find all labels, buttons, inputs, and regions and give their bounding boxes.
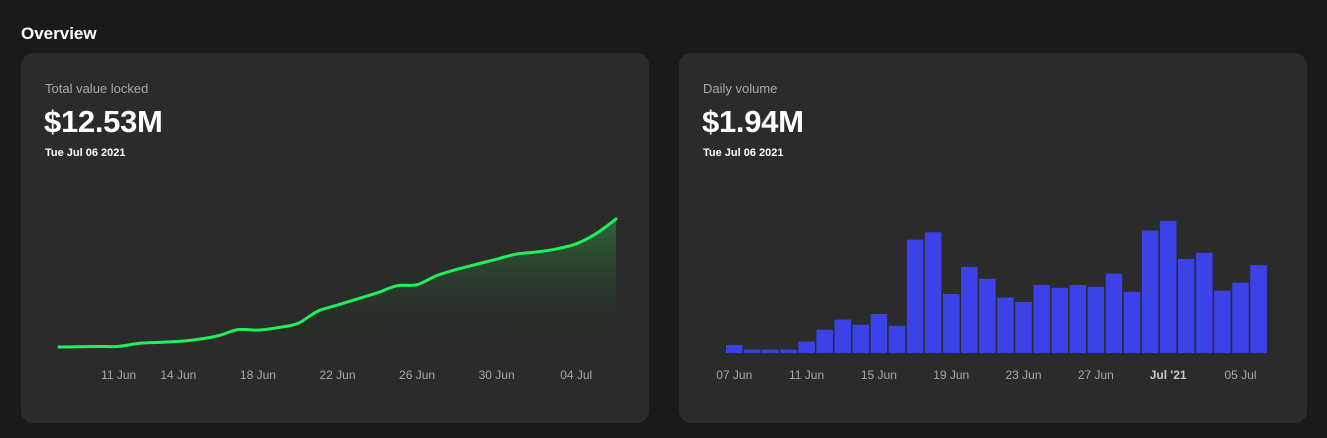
volume-bar-19-jun[interactable]: [942, 294, 960, 353]
volume-label: Daily volume: [703, 81, 778, 96]
volume-bar-jul-21[interactable]: [1159, 220, 1177, 353]
tvl-chart[interactable]: 11 Jun 14 Jun 18 Jun 22 Jun 26 Jun 30 Jun 04 J…: [21, 53, 649, 423]
volume-bar-14-jun[interactable]: [852, 324, 870, 353]
volume-value: $1.94M: [702, 104, 804, 139]
tvl-xtick-11-jun: 11 Jun: [101, 368, 136, 382]
volume-bar-24-jun[interactable]: [1033, 285, 1050, 353]
volume-bar-09-jun[interactable]: [762, 349, 779, 353]
tvl-value: $12.53M: [44, 104, 163, 139]
tvl-line: [57, 217, 618, 349]
volume-bar-08-jun[interactable]: [744, 349, 761, 353]
tvl-date: Tue Jul 06 2021: [45, 147, 126, 159]
volume-bar-16-jun[interactable]: [888, 325, 906, 353]
tvl-xtick-26-jun: 26 Jun: [399, 368, 435, 382]
tvl-xtick-18-jun: 18 Jun: [240, 368, 276, 382]
volume-bar-11-jun[interactable]: [798, 341, 815, 353]
volume-bar-18-jun[interactable]: [924, 232, 942, 353]
volume-card: Daily volume $1.94M Tue Jul 06 2021 07 J…: [679, 53, 1307, 423]
volume-bar-22-jun[interactable]: [997, 297, 1014, 353]
volume-bar-04-jul[interactable]: [1214, 290, 1231, 353]
volume-bar-26-jun[interactable]: [1069, 285, 1087, 353]
tvl-area: [59, 219, 616, 347]
volume-bar-25-jun[interactable]: [1051, 287, 1068, 353]
volume-xtick-19-jun: 19 Jun: [933, 368, 969, 382]
tvl-xtick-04-jul: 04 Jul: [560, 368, 592, 382]
volume-xtick-07-jun: 07 Jun: [716, 368, 752, 382]
volume-bar-06-jul[interactable]: [1250, 265, 1267, 353]
volume-xtick-11-jun: 11 Jun: [789, 368, 824, 382]
volume-bar-20-jun[interactable]: [961, 266, 978, 353]
volume-bar-10-jun[interactable]: [780, 349, 797, 353]
volume-date: Tue Jul 06 2021: [703, 147, 784, 159]
volume-bar-29-jun[interactable]: [1123, 291, 1141, 353]
volume-bar-07-jun[interactable]: [726, 345, 743, 353]
volume-xtick-23-jun: 23 Jun: [1006, 368, 1042, 382]
volume-xtick-27-jun: 27 Jun: [1078, 368, 1114, 382]
volume-bar-23-jun[interactable]: [1015, 302, 1032, 353]
page-title: Overview: [21, 24, 97, 43]
volume-xtick-15-jun: 15 Jun: [861, 368, 897, 382]
tvl-label: Total value locked: [45, 81, 149, 96]
volume-xtick-05-jul: 05 Jul: [1224, 368, 1256, 382]
volume-bar-12-jun[interactable]: [816, 329, 833, 353]
tvl-xtick-30-jun: 30 Jun: [479, 368, 515, 382]
volume-bar-30-jun[interactable]: [1141, 230, 1159, 353]
volume-bar-13-jun[interactable]: [834, 319, 851, 353]
volume-bar-17-jun[interactable]: [906, 239, 924, 353]
volume-chart[interactable]: 07 Jun 11 Jun 15 Jun 19 Jun 23 Jun 27 Jun Jul …: [679, 53, 1307, 423]
tvl-xtick-22-jun: 22 Jun: [319, 368, 355, 382]
volume-bar-15-jun[interactable]: [870, 313, 888, 353]
volume-bar-21-jun[interactable]: [979, 278, 996, 353]
volume-xtick-jul-21: Jul '21: [1150, 368, 1187, 382]
volume-bar-27-jun[interactable]: [1087, 286, 1105, 353]
volume-bar-02-jul[interactable]: [1178, 258, 1195, 353]
volume-bar-28-jun[interactable]: [1105, 273, 1123, 353]
volume-bars: [726, 220, 1267, 353]
volume-bar-05-jul[interactable]: [1232, 282, 1249, 353]
tvl-card: Total value locked $12.53M Tue Jul 06 20…: [21, 53, 649, 423]
volume-x-axis: 07 Jun 11 Jun 15 Jun 19 Jun 23 Jun 27 Jun Jul …: [716, 368, 1256, 382]
tvl-x-axis: 11 Jun 14 Jun 18 Jun 22 Jun 26 Jun 30 Jun 04 J…: [101, 368, 592, 382]
tvl-xtick-14-jun: 14 Jun: [160, 368, 196, 382]
volume-bar-03-jul[interactable]: [1196, 252, 1213, 353]
